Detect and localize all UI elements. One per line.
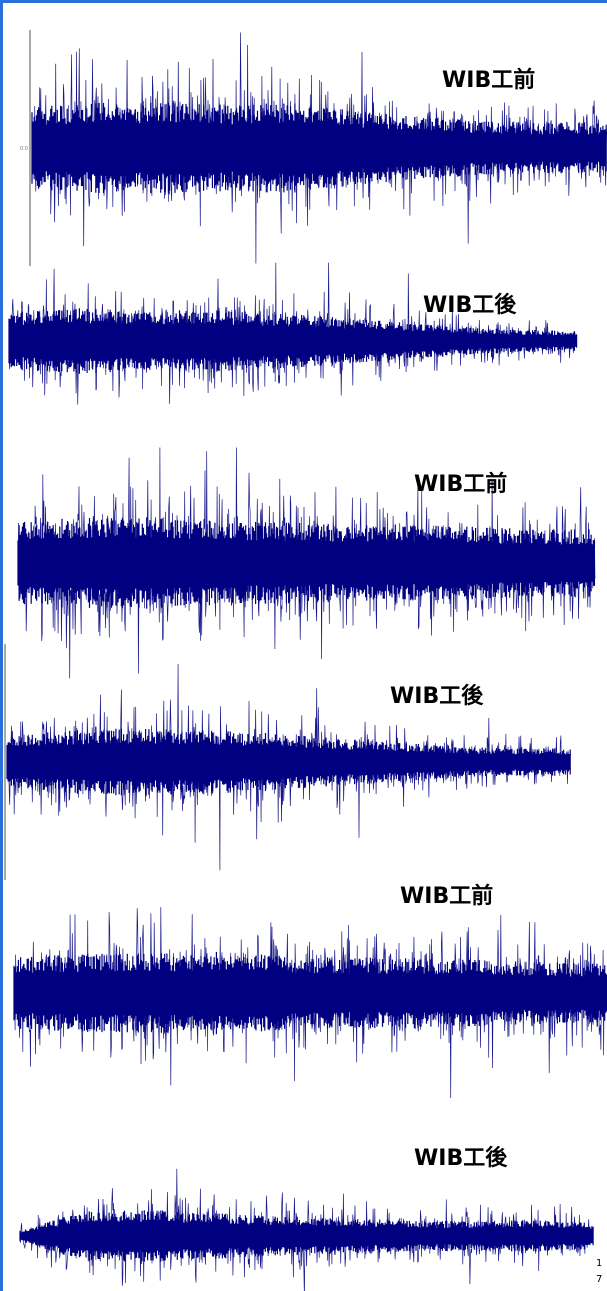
corner-mark-2: 7 bbox=[596, 1274, 603, 1285]
waveform-chart-2 bbox=[8, 262, 578, 405]
waveform-panel-3: WIB工前 bbox=[17, 440, 600, 679]
waveform-core-band bbox=[6, 728, 571, 796]
waveform-title-5: WIB工前 bbox=[400, 884, 494, 909]
y-tick-label: 0.0 bbox=[20, 146, 28, 152]
waveform-title-4: WIB工後 bbox=[390, 684, 484, 709]
waveform-trace-6 bbox=[19, 1168, 594, 1291]
waveform-trace-4 bbox=[6, 663, 572, 871]
waveform-title-6: WIB工後 bbox=[414, 1146, 508, 1171]
waveform-panel-4: WIB工後 bbox=[4, 644, 595, 880]
waveform-core-band bbox=[17, 517, 595, 609]
waveform-panel-5: WIB工前 bbox=[12, 878, 607, 1099]
waveform-panel-2: WIB工後 bbox=[5, 255, 595, 425]
waveform-trace-5 bbox=[13, 907, 607, 1099]
waveform-chart-4 bbox=[4, 644, 572, 880]
waveform-title-1: WIB工前 bbox=[442, 68, 536, 93]
waveform-panel-1: 0.0 WIB工前 bbox=[20, 20, 607, 266]
waveform-title-2: WIB工後 bbox=[423, 293, 517, 318]
waveform-core-band bbox=[13, 951, 607, 1035]
waveform-core-band bbox=[8, 308, 578, 374]
waveform-core-band bbox=[31, 102, 607, 194]
waveform-trace-1 bbox=[31, 32, 607, 264]
page-frame-left bbox=[0, 0, 3, 1291]
page-frame-top bbox=[0, 0, 607, 3]
waveform-panel-6: WIB工後 bbox=[18, 1140, 594, 1291]
waveform-trace-2 bbox=[8, 262, 578, 405]
waveform-chart-6 bbox=[19, 1168, 594, 1291]
waveform-chart-5 bbox=[13, 907, 607, 1099]
waveform-chart-1: 0.0 bbox=[20, 30, 607, 266]
corner-mark-1: 1 bbox=[596, 1258, 603, 1269]
waveform-core-band bbox=[19, 1210, 594, 1262]
waveform-chart-3 bbox=[17, 447, 596, 679]
waveform-trace-3 bbox=[17, 447, 596, 679]
waveform-title-3: WIB工前 bbox=[414, 472, 508, 497]
